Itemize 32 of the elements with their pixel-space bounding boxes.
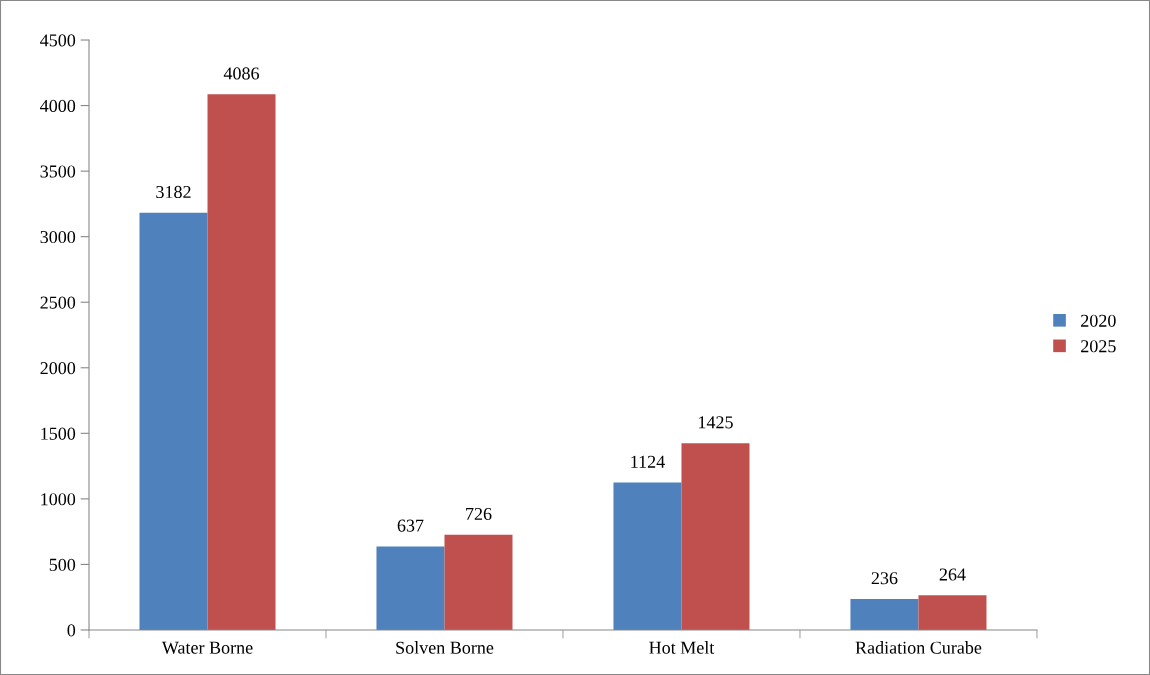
y-tick-label: 500 <box>49 558 76 571</box>
bar <box>207 94 276 630</box>
y-tick-label: 2500 <box>40 296 76 309</box>
y-tick-label: 2000 <box>40 362 76 375</box>
data-label: 4086 <box>223 67 260 80</box>
data-label: 1425 <box>699 416 733 429</box>
bar <box>376 546 445 630</box>
data-label: 637 <box>397 519 424 532</box>
bar <box>444 534 513 630</box>
legend-label: 2020 <box>1081 314 1116 327</box>
y-tick-label: 1500 <box>41 427 76 440</box>
x-tick-label: Radiation Curabe <box>855 641 982 654</box>
y-tick-label: 3500 <box>40 165 76 178</box>
data-label: 264 <box>939 568 966 581</box>
data-label: 3182 <box>156 185 191 199</box>
bar <box>139 212 208 630</box>
bar <box>681 443 750 630</box>
x-tick-label: Hot Melt <box>649 641 715 654</box>
y-tick-label: 3000 <box>40 230 76 244</box>
y-tick-label: 0 <box>67 624 76 637</box>
data-label: 1124 <box>631 455 665 468</box>
data-label: 726 <box>466 507 492 521</box>
y-tick-label: 1000 <box>41 493 76 506</box>
legend-label: 2025 <box>1081 340 1116 353</box>
y-tick-label: 4000 <box>40 99 76 113</box>
bar <box>850 599 919 630</box>
y-tick-label: 4500 <box>40 34 76 47</box>
data-label: 236 <box>871 572 898 585</box>
bar <box>613 482 682 630</box>
x-tick-label: Water Borne <box>161 641 253 654</box>
x-tick-label: Solven Borne <box>396 641 494 654</box>
bar <box>918 595 987 630</box>
